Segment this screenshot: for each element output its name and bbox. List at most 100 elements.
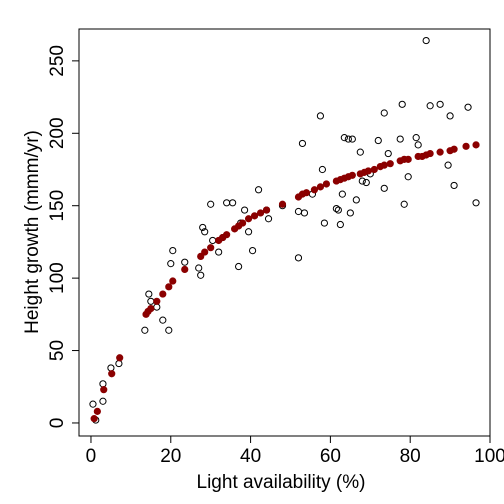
fitted-point bbox=[93, 407, 101, 415]
observed-point bbox=[235, 262, 243, 271]
observed-point bbox=[380, 184, 388, 192]
fitted-point bbox=[322, 180, 330, 188]
observed-point bbox=[169, 247, 177, 255]
fitted-point bbox=[108, 370, 116, 378]
observed-point bbox=[181, 258, 189, 266]
observed-point bbox=[201, 228, 209, 236]
observed-point bbox=[400, 200, 408, 208]
observed-point bbox=[374, 136, 382, 145]
fitted-point bbox=[462, 142, 470, 150]
observed-point bbox=[195, 264, 203, 272]
observed-point bbox=[147, 297, 155, 305]
observed-point bbox=[209, 236, 217, 245]
observed-point bbox=[340, 134, 348, 142]
observed-point bbox=[396, 135, 404, 143]
observed-point bbox=[165, 326, 173, 334]
observed-point bbox=[254, 186, 263, 194]
observed-point bbox=[338, 190, 346, 198]
y-tick-label: 50 bbox=[47, 340, 68, 361]
x-tick-label: 60 bbox=[320, 446, 341, 467]
observed-point bbox=[426, 102, 434, 110]
observed-point bbox=[436, 100, 444, 108]
observed-point bbox=[298, 139, 307, 148]
observed-point bbox=[348, 135, 356, 143]
fitted-point bbox=[244, 215, 253, 223]
observed-point bbox=[89, 400, 97, 408]
fitted-point bbox=[116, 354, 124, 362]
observed-point bbox=[352, 196, 360, 204]
fitted-point bbox=[223, 231, 231, 239]
observed-point bbox=[320, 219, 329, 227]
observed-point bbox=[404, 173, 412, 181]
observed-point bbox=[223, 199, 231, 207]
fitted-point bbox=[207, 244, 215, 252]
fitted-point bbox=[278, 200, 287, 208]
observed-point bbox=[244, 228, 253, 236]
fitted-point bbox=[472, 141, 480, 149]
y-tick-label: 250 bbox=[47, 45, 68, 77]
fitted-point bbox=[404, 155, 412, 163]
observed-point bbox=[115, 359, 123, 368]
observed-point bbox=[358, 177, 366, 185]
observed-point bbox=[167, 260, 175, 268]
fitted-point bbox=[100, 386, 108, 394]
fitted-point bbox=[364, 167, 372, 175]
x-tick-label: 0 bbox=[86, 446, 97, 467]
x-axis-title: Light availability (%) bbox=[197, 472, 366, 493]
fitted-point bbox=[159, 290, 167, 298]
observed-point bbox=[264, 215, 273, 223]
observed-point bbox=[107, 364, 115, 372]
y-axis: 0 50 100 150 200 250 bbox=[47, 45, 80, 429]
fitted-point bbox=[310, 186, 319, 194]
x-tick-label: 40 bbox=[240, 446, 261, 467]
fitted-point bbox=[165, 283, 173, 291]
fitted-point bbox=[426, 149, 434, 158]
fitted-point bbox=[380, 161, 388, 169]
observed-point bbox=[141, 326, 149, 334]
plot-frame bbox=[78, 28, 491, 437]
fitted-point bbox=[169, 277, 177, 285]
observed-point bbox=[344, 135, 352, 143]
observed-point bbox=[414, 141, 422, 149]
observed-point bbox=[384, 149, 392, 158]
observed-point bbox=[356, 148, 364, 156]
observed-point bbox=[422, 36, 430, 45]
x-tick-label: 100 bbox=[474, 446, 504, 467]
observed-point bbox=[207, 200, 215, 208]
observed-point bbox=[398, 100, 406, 108]
observed-point bbox=[318, 165, 327, 174]
data-points bbox=[89, 36, 480, 424]
x-axis: 0 20 40 60 80 100 bbox=[86, 435, 504, 467]
observed-point bbox=[444, 161, 452, 169]
observed-point bbox=[300, 209, 309, 217]
observed-point bbox=[145, 290, 153, 298]
fitted-point bbox=[348, 171, 356, 179]
observed-point bbox=[472, 199, 480, 207]
observed-point bbox=[464, 103, 472, 111]
fitted-point bbox=[147, 304, 155, 313]
observed-point bbox=[229, 199, 237, 207]
observed-point bbox=[332, 205, 340, 213]
fitted-point bbox=[153, 297, 161, 305]
fitted-point bbox=[436, 148, 444, 156]
observed-point bbox=[99, 397, 107, 405]
observed-point bbox=[197, 271, 205, 279]
observed-point bbox=[99, 380, 107, 388]
observed-point bbox=[240, 206, 249, 214]
x-tick-label: 20 bbox=[160, 446, 181, 467]
fitted-point bbox=[201, 248, 209, 256]
y-tick-label: 150 bbox=[47, 190, 68, 222]
fitted-point bbox=[256, 209, 265, 217]
observed-point bbox=[412, 134, 420, 142]
fitted-point bbox=[370, 165, 378, 174]
fitted-point bbox=[239, 219, 247, 227]
observed-point bbox=[336, 220, 344, 229]
fitted-point bbox=[302, 189, 311, 197]
y-tick-label: 0 bbox=[47, 418, 68, 429]
observed-point bbox=[159, 316, 167, 324]
y-axis-title: Height growth (mmm/yr) bbox=[22, 130, 43, 334]
observed-point bbox=[294, 254, 303, 262]
observed-point bbox=[316, 112, 325, 120]
fitted-point bbox=[316, 183, 325, 191]
